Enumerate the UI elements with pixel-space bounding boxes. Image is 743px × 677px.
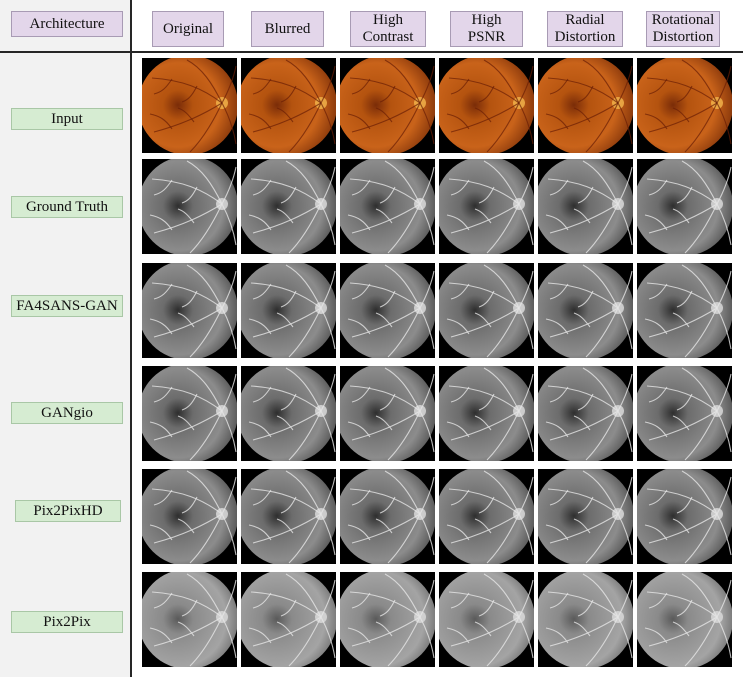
row-label-gangio: GANgio (11, 402, 123, 424)
angiography-image (637, 366, 732, 461)
row-label-panel (0, 0, 130, 677)
angiography-image (439, 572, 534, 667)
angiography-image (637, 572, 732, 667)
angiography-image (439, 469, 534, 564)
angiography-image (142, 263, 237, 358)
angiography-image (142, 572, 237, 667)
row-label-input: Input (11, 108, 123, 130)
angiography-image (439, 366, 534, 461)
angiography-image (538, 263, 633, 358)
angiography-image (142, 159, 237, 254)
row-label-fa4sans-gan: FA4SANS-GAN (11, 295, 123, 317)
angiography-image (340, 572, 435, 667)
angiography-image (241, 469, 336, 564)
angiography-image (142, 366, 237, 461)
row-label-ground-truth: Ground Truth (11, 196, 123, 218)
angiography-image (241, 572, 336, 667)
column-header-high-contrast: High Contrast (350, 11, 426, 47)
column-header-blurred: Blurred (251, 11, 324, 47)
fundus-image (637, 58, 732, 153)
angiography-image (538, 572, 633, 667)
angiography-image (340, 159, 435, 254)
row-label-pix2pix: Pix2Pix (11, 611, 123, 633)
angiography-image (241, 159, 336, 254)
angiography-image (241, 263, 336, 358)
row-label-pix2pixhd: Pix2PixHD (15, 500, 121, 522)
angiography-image (142, 469, 237, 564)
angiography-image (340, 366, 435, 461)
fundus-image (538, 58, 633, 153)
corner-label-architecture: Architecture (11, 11, 123, 37)
fundus-image (340, 58, 435, 153)
angiography-image (340, 263, 435, 358)
angiography-image (439, 263, 534, 358)
angiography-image (637, 263, 732, 358)
fundus-image (241, 58, 336, 153)
column-header-original: Original (152, 11, 224, 47)
column-header-high-psnr: High PSNR (450, 11, 523, 47)
angiography-image (241, 366, 336, 461)
column-header-rotational-distortion: Rotational Distortion (646, 11, 720, 47)
vertical-divider (130, 0, 132, 677)
angiography-image (439, 159, 534, 254)
fundus-image (142, 58, 237, 153)
angiography-image (637, 469, 732, 564)
horizontal-divider (0, 51, 743, 53)
fundus-image (439, 58, 534, 153)
column-header-radial-distortion: Radial Distortion (547, 11, 623, 47)
angiography-image (538, 366, 633, 461)
angiography-image (538, 469, 633, 564)
angiography-image (340, 469, 435, 564)
angiography-image (538, 159, 633, 254)
angiography-image (637, 159, 732, 254)
